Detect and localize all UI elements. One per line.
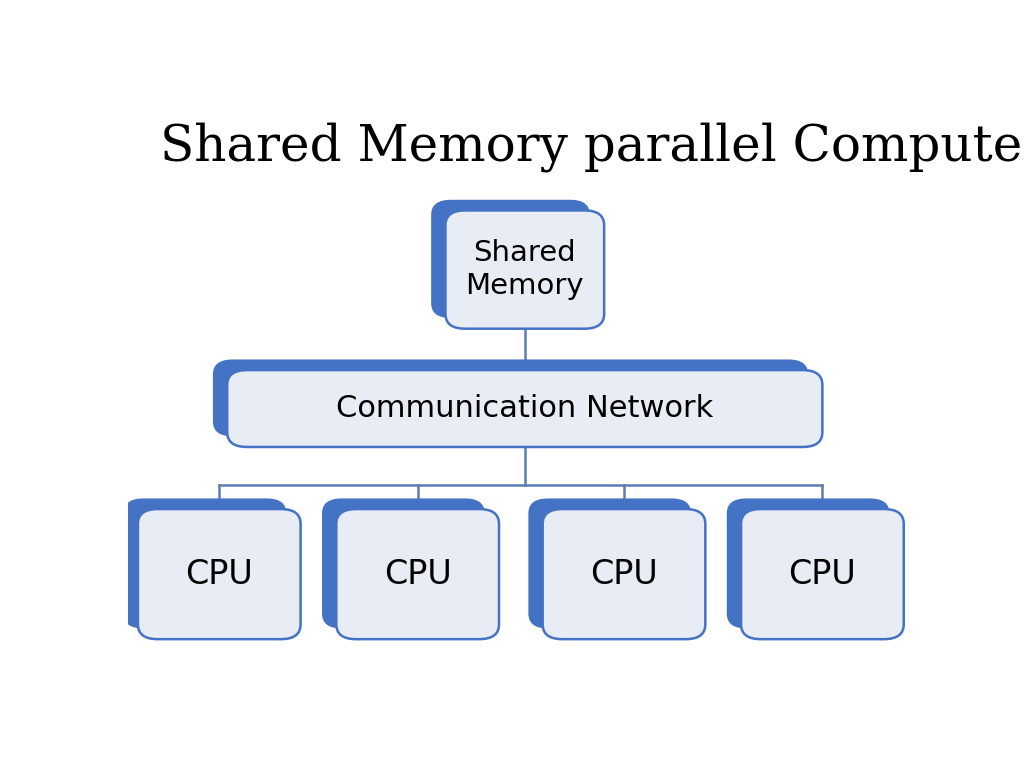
FancyBboxPatch shape: [138, 509, 301, 639]
Text: Shared
Memory: Shared Memory: [466, 240, 584, 300]
Text: Shared Memory parallel Computers: Shared Memory parallel Computers: [160, 121, 1024, 172]
FancyBboxPatch shape: [227, 370, 822, 447]
FancyBboxPatch shape: [322, 498, 484, 628]
FancyBboxPatch shape: [213, 359, 808, 436]
FancyBboxPatch shape: [727, 498, 890, 628]
Text: CPU: CPU: [384, 558, 452, 591]
Text: CPU: CPU: [185, 558, 253, 591]
FancyBboxPatch shape: [124, 498, 287, 628]
Text: CPU: CPU: [788, 558, 856, 591]
FancyBboxPatch shape: [741, 509, 904, 639]
FancyBboxPatch shape: [431, 200, 590, 318]
Text: CPU: CPU: [590, 558, 657, 591]
FancyBboxPatch shape: [336, 509, 499, 639]
FancyBboxPatch shape: [543, 509, 706, 639]
FancyBboxPatch shape: [528, 498, 691, 628]
Text: Communication Network: Communication Network: [336, 394, 714, 423]
FancyBboxPatch shape: [445, 210, 604, 329]
